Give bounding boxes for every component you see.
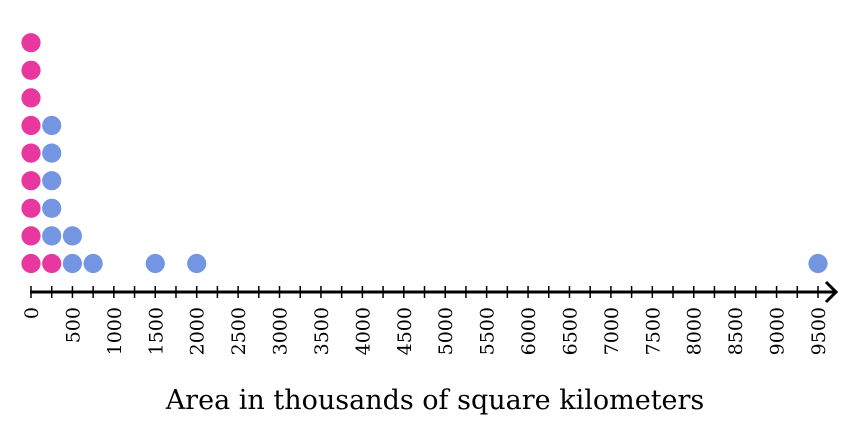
data-dot bbox=[42, 171, 62, 191]
x-tick-label: 7000 bbox=[601, 307, 623, 355]
x-tick-label: 2500 bbox=[228, 307, 250, 355]
x-tick-label: 5000 bbox=[435, 307, 457, 355]
data-dot bbox=[187, 253, 207, 274]
x-tick-label: 3500 bbox=[311, 307, 333, 355]
data-dot bbox=[145, 253, 165, 274]
x-tick-label: 0 bbox=[21, 307, 43, 319]
data-dot bbox=[21, 143, 41, 163]
x-tick-label: 7500 bbox=[642, 307, 664, 355]
data-dot bbox=[21, 60, 41, 80]
x-axis-arrow bbox=[824, 280, 839, 304]
x-tick-label: 8000 bbox=[684, 307, 706, 355]
x-tick-label: 2000 bbox=[187, 307, 209, 355]
data-dot bbox=[21, 88, 41, 108]
data-dot bbox=[42, 253, 62, 274]
x-tick-label: 5500 bbox=[477, 307, 499, 355]
dots-layer bbox=[21, 33, 828, 274]
x-tick-label: 4000 bbox=[352, 307, 374, 355]
data-dot bbox=[42, 143, 62, 163]
data-dot bbox=[62, 226, 83, 246]
x-tick-label: 9500 bbox=[808, 307, 830, 355]
data-dot bbox=[21, 226, 41, 246]
x-tick-label: 6000 bbox=[518, 307, 540, 355]
x-tick-label: 1000 bbox=[104, 307, 126, 355]
data-dot bbox=[42, 198, 62, 218]
x-tick-label: 1500 bbox=[145, 307, 167, 355]
data-dot bbox=[42, 115, 62, 136]
data-dot bbox=[21, 253, 41, 274]
data-dot bbox=[21, 171, 41, 191]
data-dot bbox=[42, 226, 62, 246]
x-axis-title: Area in thousands of square kilometers bbox=[165, 385, 705, 416]
data-dot bbox=[21, 198, 41, 218]
x-axis bbox=[30, 280, 839, 304]
data-dot bbox=[83, 253, 103, 274]
x-axis-tick-labels: 0 500 1000 1500 2000 2500 3000 3500 4000 4500 5000… bbox=[21, 307, 830, 355]
x-axis-ticks bbox=[30, 286, 819, 298]
x-tick-label: 6500 bbox=[559, 307, 581, 355]
x-tick-label: 4500 bbox=[394, 307, 416, 355]
x-tick-label: 500 bbox=[62, 307, 84, 343]
data-dot bbox=[21, 33, 41, 53]
data-dot bbox=[62, 253, 83, 274]
data-dot bbox=[21, 115, 41, 136]
x-tick-label: 9000 bbox=[767, 307, 789, 355]
data-dot bbox=[808, 253, 828, 274]
x-tick-label: 3000 bbox=[270, 307, 292, 355]
x-tick-label: 8500 bbox=[725, 307, 747, 355]
